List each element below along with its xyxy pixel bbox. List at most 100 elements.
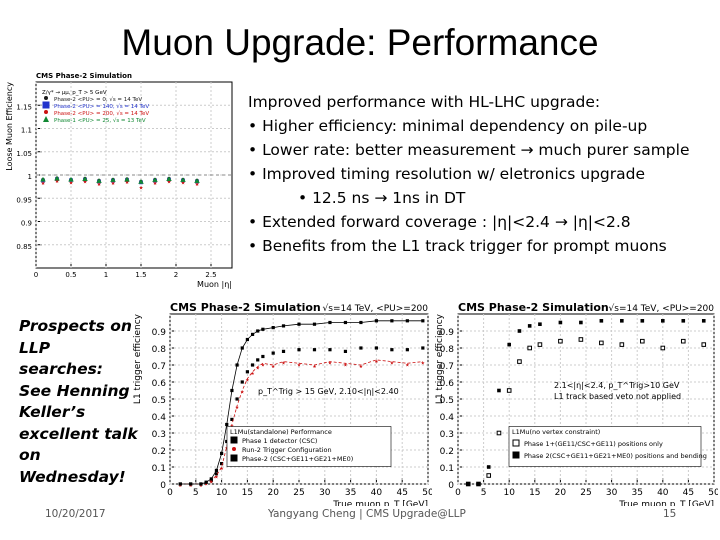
x-tick-label: 5 xyxy=(193,488,199,498)
data-point: ★ xyxy=(261,362,265,368)
data-point: ★ xyxy=(219,466,223,472)
legend-marker xyxy=(230,436,238,444)
x-axis-label: True muon p_T [GeV] xyxy=(618,500,714,506)
legend-entry: Phase 2(CSC+GE11+GE21+ME0) positions and… xyxy=(524,452,707,460)
data-point xyxy=(180,177,186,182)
llp-note-line: Prospects on xyxy=(19,317,132,335)
llp-note: Prospects on LLP searches: See Henning K… xyxy=(19,316,139,488)
data-point xyxy=(312,322,317,326)
y-tick-label: 0.7 xyxy=(152,362,166,372)
data-point xyxy=(558,320,563,325)
y-tick-label: 0.3 xyxy=(440,430,454,440)
data-point xyxy=(220,462,224,466)
bullet-track-trigger: • Benefits from the L1 track trigger for… xyxy=(248,237,667,255)
data-point: ★ xyxy=(111,181,116,187)
x-tick-label: 1 xyxy=(104,271,108,279)
data-point xyxy=(466,482,471,486)
l1-efficiency-plot-no-vertex: CMS Phase-2 Simulation √s=14 TeV, <PU>=20… xyxy=(435,301,718,506)
data-point xyxy=(497,388,501,393)
y-tick-label: 0.6 xyxy=(152,379,167,389)
legend-entry: Phase-2 <PU> = 200, √s = 14 TeV xyxy=(54,110,149,117)
y-axis-label: Loose Muon Efficiency xyxy=(5,82,14,171)
y-axis-label: L1 trigger efficiency xyxy=(133,313,143,404)
y-tick-label: 0.7 xyxy=(440,362,454,372)
data-point: ★ xyxy=(188,483,192,489)
y-tick-label: 0.85 xyxy=(16,243,32,251)
legend-entry: Phase-2 (CSC+GE11+GE21+ME0) xyxy=(242,455,353,463)
data-point xyxy=(527,345,532,351)
legend-entry: Run-2 Trigger Configuration xyxy=(242,446,332,454)
legend-marker xyxy=(512,451,520,459)
data-point xyxy=(374,346,378,350)
y-tick-label: 1.1 xyxy=(21,127,32,135)
data-point xyxy=(110,177,116,182)
data-point: ★ xyxy=(41,181,46,187)
data-point xyxy=(209,477,213,481)
llp-note-line: excellent talk xyxy=(19,424,138,443)
x-tick-label: 40 xyxy=(371,488,383,498)
data-point xyxy=(343,320,348,325)
x-tick-label: 0.5 xyxy=(65,271,76,279)
data-point xyxy=(486,473,492,478)
x-tick-label: 2.5 xyxy=(205,271,216,279)
x-tick-label: 15 xyxy=(529,488,540,498)
x-tick-label: 10 xyxy=(503,488,515,498)
y-tick-label: 0.95 xyxy=(16,196,32,204)
data-point xyxy=(68,176,74,182)
y-tick-label: 0.4 xyxy=(440,413,455,423)
data-point: ★ xyxy=(390,361,394,367)
data-point xyxy=(661,319,665,323)
data-point xyxy=(204,480,208,484)
x-axis-label: Muon |η| xyxy=(197,280,232,289)
y-tick-label: 0.5 xyxy=(152,396,166,406)
legend-box xyxy=(508,426,702,467)
data-point xyxy=(152,177,158,182)
data-point xyxy=(261,327,265,331)
y-axis-label: L1 trigger efficiency xyxy=(435,313,445,404)
data-point: ★ xyxy=(256,366,260,372)
data-point xyxy=(256,329,260,333)
data-point xyxy=(374,319,378,323)
data-point: ★ xyxy=(83,180,88,186)
data-point xyxy=(680,338,686,344)
data-point xyxy=(240,380,244,384)
llp-note-line: LLP searches: xyxy=(19,338,104,379)
data-point xyxy=(96,178,102,183)
data-point xyxy=(681,319,686,323)
x-tick-label: 50 xyxy=(422,488,432,498)
data-point xyxy=(235,363,239,367)
x-tick-label: 30 xyxy=(606,488,618,498)
muon-efficiency-vs-eta-plot: CMS Phase-2 Simulation 0.85 0.9 0.95 1 1.05 1.… xyxy=(5,72,233,289)
data-point xyxy=(250,332,255,336)
data-point: ★ xyxy=(153,181,158,187)
data-point xyxy=(235,397,239,401)
data-point xyxy=(230,388,234,393)
x-tick-label: 0 xyxy=(167,488,173,498)
data-point: ★ xyxy=(328,361,332,367)
data-point xyxy=(701,342,707,347)
x-tick-label: 10 xyxy=(216,488,228,498)
chart-title: CMS Phase-2 Simulation xyxy=(170,301,321,314)
y-tick-label: 0.1 xyxy=(440,464,454,474)
x-tick-label: 2 xyxy=(174,271,178,279)
data-point xyxy=(701,319,706,323)
data-point xyxy=(245,337,249,342)
x-tick-label: 15 xyxy=(242,488,253,498)
data-point xyxy=(214,468,219,472)
l1-efficiency-plot-standalone: CMS Phase-2 Simulation √s=14 TeV, <PU>=20… xyxy=(133,301,432,506)
data-point xyxy=(240,346,244,350)
data-point xyxy=(312,348,317,352)
data-point xyxy=(421,319,425,323)
data-point xyxy=(405,319,409,323)
data-point xyxy=(138,179,144,184)
data-point xyxy=(527,324,532,328)
bullet-rate: • Lower rate: better measurement → much … xyxy=(248,141,690,159)
data-point xyxy=(194,178,200,183)
legend-marker xyxy=(230,454,238,462)
data-point xyxy=(390,348,394,352)
x-tick-label: 1.5 xyxy=(135,271,146,279)
data-point: ★ xyxy=(97,182,102,188)
data-point: ★ xyxy=(421,361,425,367)
legend-title: L1Mu(no vertex constraint) xyxy=(512,428,600,436)
chart-title: CMS Phase-2 Simulation xyxy=(458,301,609,314)
